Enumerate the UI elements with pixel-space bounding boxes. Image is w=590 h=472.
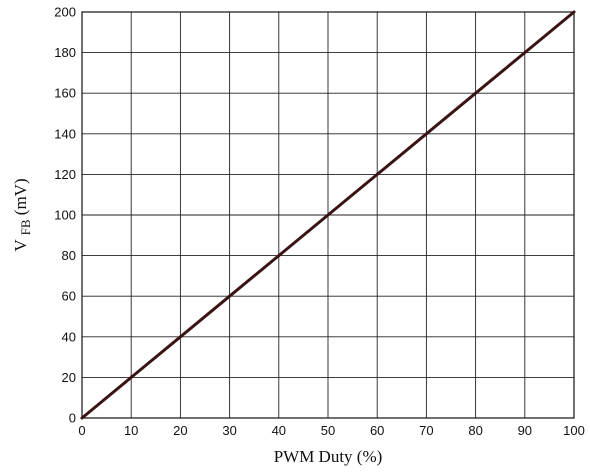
x-axis-title: PWM Duty (%) (274, 447, 383, 466)
series-point (523, 51, 527, 54)
plot-frame (81, 11, 575, 419)
x-tick-label: 10 (124, 423, 138, 438)
series-group (80, 10, 576, 420)
y-axis-title: V FB (mV) (11, 178, 34, 251)
x-tick-label: 20 (173, 423, 187, 438)
series-point (80, 416, 84, 420)
y-tick-label: 80 (62, 248, 76, 263)
x-tick-label: 80 (468, 423, 482, 438)
x-tick-label: 90 (518, 423, 532, 438)
series-point (425, 132, 428, 136)
y-tick-label: 200 (54, 5, 76, 20)
y-tick-label: 120 (54, 167, 76, 182)
y-axis-title-unit: (mV) (11, 178, 30, 215)
series-point (277, 254, 281, 257)
y-tick-label: 180 (54, 45, 76, 60)
y-axis-title-main: V (11, 239, 30, 252)
series-point (326, 213, 330, 217)
series-point (572, 10, 576, 14)
y-tick-label: 160 (54, 86, 76, 101)
x-tick-label: 70 (419, 423, 433, 438)
series-point (228, 294, 232, 298)
x-tick-label: 60 (370, 423, 384, 438)
series-point (129, 376, 133, 379)
y-tick-label: 0 (69, 411, 76, 426)
y-tick-label: 40 (62, 329, 76, 344)
x-tick-label: 50 (321, 423, 335, 438)
y-tick-label: 60 (62, 289, 76, 304)
y-tick-label: 140 (54, 126, 76, 141)
x-tick-label: 30 (222, 423, 236, 438)
x-tick-labels: 0 10 20 30 40 50 60 70 80 90 100 (78, 423, 584, 438)
y-axis-title-subscript: FB (18, 219, 33, 235)
y-tick-label: 20 (62, 370, 76, 385)
y-tick-labels: 0 20 40 60 80 100 120 140 160 180 200 (54, 5, 76, 426)
x-tick-label: 0 (78, 423, 85, 438)
x-tick-label: 40 (272, 423, 286, 438)
x-tick-label: 100 (563, 423, 585, 438)
y-tick-label: 100 (54, 208, 76, 223)
series-point (474, 91, 477, 95)
series-point (375, 173, 379, 176)
series-point (179, 335, 182, 339)
